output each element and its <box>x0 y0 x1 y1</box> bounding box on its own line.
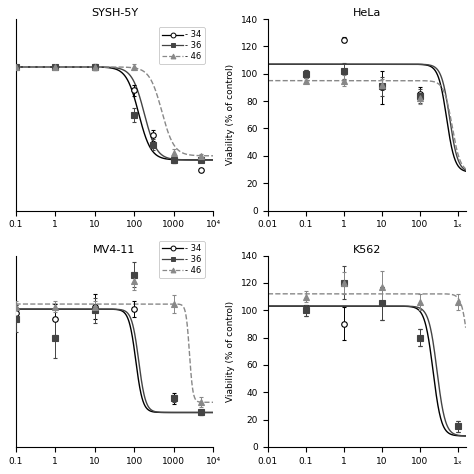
Y-axis label: Viability (% of control): Viability (% of control) <box>227 64 236 165</box>
Title: K562: K562 <box>353 245 381 255</box>
Legend: - 34, - 36, - 46: - 34, - 36, - 46 <box>159 27 205 64</box>
Legend: - 34, - 36, - 46: - 34, - 36, - 46 <box>159 241 205 278</box>
Y-axis label: Viability (% of control): Viability (% of control) <box>227 301 236 402</box>
Title: HeLa: HeLa <box>353 9 381 18</box>
Title: SYSH-5Y: SYSH-5Y <box>91 9 138 18</box>
Title: MV4-11: MV4-11 <box>93 245 136 255</box>
